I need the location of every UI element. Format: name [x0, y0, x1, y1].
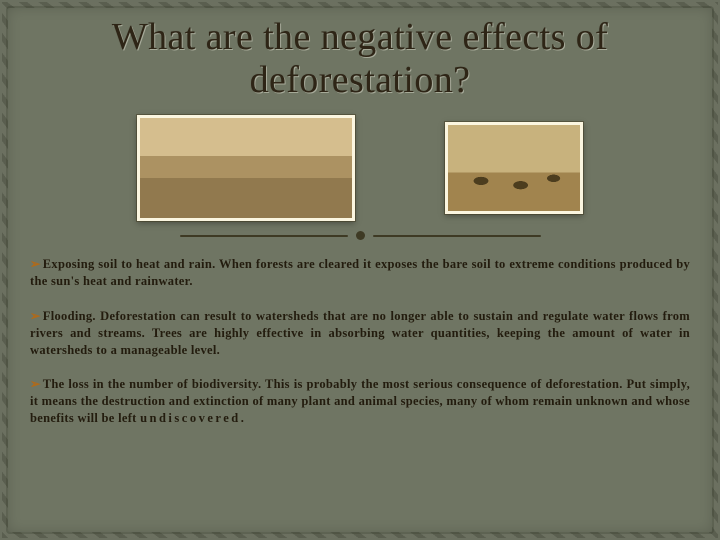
bullet-trailing-word: undiscovered.: [140, 411, 246, 425]
ornamental-divider: [30, 231, 690, 240]
bullet-marker-icon: ➢: [30, 309, 41, 323]
bullet-item: ➢Flooding. Deforestation can result to w…: [30, 308, 690, 359]
bullet-text: Exposing soil to heat and rain. When for…: [30, 257, 690, 288]
bullet-item: ➢The loss in the number of biodiversity.…: [30, 376, 690, 427]
bullet-list: ➢Exposing soil to heat and rain. When fo…: [30, 256, 690, 427]
images-row: [30, 115, 690, 221]
slide-content: What are the negative effects of defores…: [30, 16, 690, 520]
bullet-text: Flooding. Deforestation can result to wa…: [30, 309, 690, 357]
bullet-text: The loss in the number of biodiversity. …: [30, 377, 690, 425]
divider-line-left: [180, 235, 348, 237]
bullet-marker-icon: ➢: [30, 377, 41, 391]
bullet-marker-icon: ➢: [30, 257, 41, 271]
divider-dot: [356, 231, 365, 240]
slide-title: What are the negative effects of defores…: [30, 16, 690, 101]
divider-line-right: [373, 235, 541, 237]
bullet-item: ➢Exposing soil to heat and rain. When fo…: [30, 256, 690, 290]
image-soil-exposure: [137, 115, 355, 221]
image-flooding: [445, 122, 583, 214]
